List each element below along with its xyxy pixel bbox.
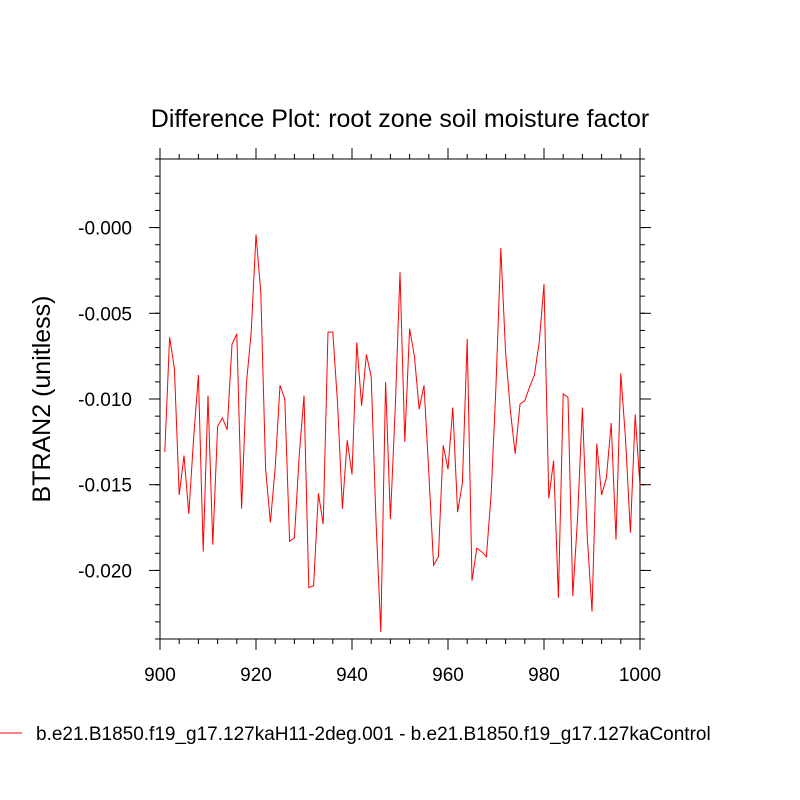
x-tick-label: 900 [144,665,176,686]
series-line [164,234,641,633]
y-tick-label: -0.020 [78,561,132,582]
y-tick-label: -0.010 [78,390,132,411]
legend: b.e21.B1850.f19_g17.127kaH11-2deg.001 - … [0,724,711,745]
x-tick-label: 960 [432,665,464,686]
y-axis-label: BTRAN2 (unitless) [28,296,56,503]
major-ticks [149,148,651,650]
x-tick-label: 940 [336,665,368,686]
x-tick-label: 920 [240,665,272,686]
y-tick-labels: -0.000 -0.005 -0.010 -0.015 -0.020 [78,219,132,583]
series-group [164,234,641,633]
x-tick-label: 980 [528,665,560,686]
chart-title: Difference Plot: root zone soil moisture… [151,105,649,133]
x-tick-label: 1000 [619,665,661,686]
y-tick-label: -0.000 [78,219,132,240]
y-tick-label: -0.015 [78,476,132,497]
x-tick-labels: 900 920 940 960 980 1000 [144,665,661,686]
y-tick-label: -0.005 [78,304,132,325]
legend-label: b.e21.B1850.f19_g17.127kaH11-2deg.001 - … [36,724,711,745]
